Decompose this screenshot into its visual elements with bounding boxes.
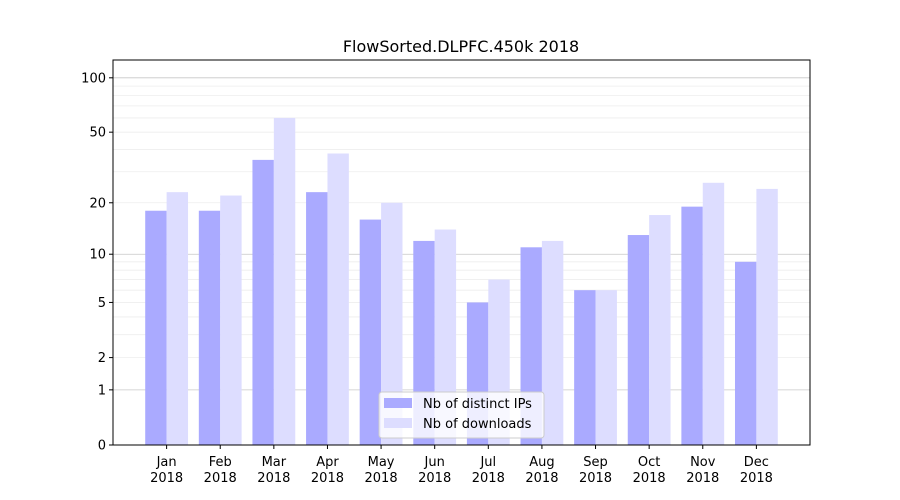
y-tick-label: 0 (98, 439, 106, 454)
x-tick-label: Dec (744, 455, 769, 470)
bar-ips (681, 206, 703, 445)
legend-swatch (384, 418, 412, 428)
legend-label: Nb of downloads (423, 417, 532, 432)
y-tick-label: 100 (81, 71, 106, 86)
bar-ips (359, 219, 382, 445)
bar-ips (252, 159, 274, 445)
chart-title: FlowSorted.DLPFC.450k 2018 (343, 37, 579, 56)
x-tick-label: Aug (529, 455, 554, 470)
x-tick-label: 2018 (579, 471, 612, 486)
x-tick-label: Jul (479, 455, 496, 470)
bar-ips (145, 210, 167, 445)
x-tick-label: 2018 (525, 471, 558, 486)
x-tick-label: 2018 (365, 471, 398, 486)
bar-downloads (166, 192, 189, 445)
bar-downloads (756, 188, 778, 445)
x-tick-label: Feb (209, 455, 232, 470)
y-tick-label: 2 (98, 351, 106, 366)
bar-downloads (273, 117, 296, 445)
x-tick-label: 2018 (311, 471, 344, 486)
bar-downloads (541, 240, 564, 445)
bar-ips (734, 261, 757, 445)
y-tick-label: 10 (89, 248, 106, 263)
x-tick-label: 2018 (257, 471, 290, 486)
y-tick-label: 50 (89, 126, 106, 141)
x-tick-label: Apr (316, 455, 339, 470)
x-tick-label: Nov (690, 455, 716, 470)
bar-downloads (595, 290, 617, 445)
x-tick-label: 2018 (418, 471, 451, 486)
bar-ips (574, 290, 596, 445)
bar-downloads (434, 229, 457, 445)
x-tick-label: 2018 (633, 471, 666, 486)
bar-downloads (220, 195, 242, 445)
y-tick-label: 20 (89, 196, 106, 211)
x-tick-label: Mar (262, 455, 287, 470)
y-tick-label: 1 (98, 383, 106, 398)
plot-frame (112, 59, 811, 446)
bar-ips (306, 192, 328, 445)
x-tick-label: 2018 (740, 471, 773, 486)
x-tick-label: Jan (156, 455, 177, 470)
bar-ips (198, 210, 221, 445)
x-tick-label: Jun (424, 455, 445, 470)
bar-downloads (381, 202, 403, 445)
x-tick-label: 2018 (686, 471, 719, 486)
legend-box (378, 391, 545, 439)
x-tick-label: 2018 (204, 471, 237, 486)
x-tick-label: May (368, 455, 395, 470)
bar-downloads (327, 153, 349, 445)
x-tick-label: 2018 (472, 471, 505, 486)
x-tick-label: Oct (638, 455, 660, 470)
legend-swatch (384, 398, 412, 408)
bar-downloads (702, 182, 725, 445)
x-tick-label: 2018 (150, 471, 183, 486)
legend-label: Nb of distinct IPs (423, 397, 532, 412)
y-tick-label: 5 (98, 296, 106, 311)
bar-ips (627, 235, 650, 445)
legend: Nb of distinct IPs Nb of downloads (378, 391, 545, 439)
x-tick-label: Sep (583, 455, 608, 470)
bar-downloads (649, 215, 671, 445)
